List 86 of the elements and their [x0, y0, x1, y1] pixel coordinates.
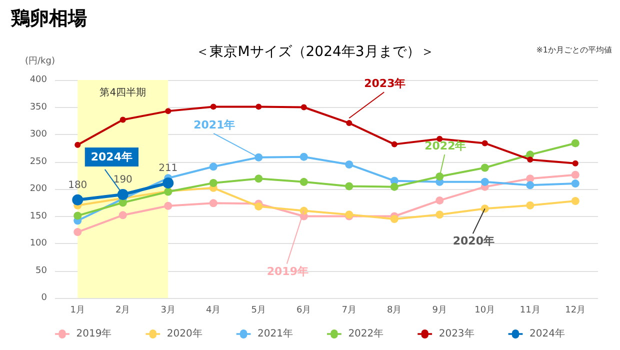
x-tick-label: 3月	[160, 306, 176, 316]
point	[254, 153, 263, 162]
y-axis-title: (円/kg)	[25, 56, 55, 66]
chart-subtitle: ＜東京Mサイズ（2024年3月まで）＞	[196, 44, 434, 60]
point	[390, 214, 398, 223]
point	[571, 139, 580, 148]
legend-label: 2020年	[166, 328, 202, 340]
annotation: 2023年	[364, 77, 406, 90]
y-tick-label: 300	[30, 130, 48, 140]
point	[480, 204, 489, 213]
data-label: 190	[113, 174, 132, 186]
x-tick-label: 5月	[251, 306, 266, 316]
chart-title: 鶏卵相場	[10, 8, 87, 30]
point	[164, 202, 172, 210]
legend-label: 2019年	[76, 328, 112, 340]
point	[345, 160, 354, 168]
x-tick-label: 6月	[296, 306, 312, 316]
y-tick-label: 100	[30, 238, 48, 248]
point	[118, 198, 127, 207]
x-tick-label: 9月	[432, 306, 447, 316]
point	[118, 211, 127, 220]
x-tick-label: 2月	[116, 306, 130, 316]
data-label: 211	[158, 163, 178, 174]
point	[74, 142, 81, 148]
point	[480, 178, 489, 186]
y-tick-label: 400	[30, 75, 48, 85]
legend-label: 2024年	[530, 328, 565, 340]
point	[526, 201, 534, 210]
point	[526, 174, 534, 183]
x-tick-label: 7月	[342, 306, 356, 316]
point	[165, 108, 172, 114]
legend-label: 2021年	[258, 328, 294, 340]
point	[254, 174, 263, 183]
point	[300, 104, 307, 110]
point	[209, 162, 218, 171]
point	[256, 104, 262, 110]
point	[391, 141, 398, 148]
x-tick-label: 8月	[387, 306, 402, 316]
annotation: 2022年	[424, 139, 466, 152]
point	[209, 199, 218, 208]
point	[571, 196, 580, 205]
annotation: 2019年	[266, 264, 308, 278]
y-tick-label: 0	[41, 293, 48, 303]
point	[300, 206, 308, 215]
point	[74, 212, 82, 220]
annotation: 2024年	[90, 150, 132, 164]
point	[300, 178, 308, 186]
point	[436, 196, 444, 204]
text: ※1か月ごとの平均値	[536, 46, 612, 54]
point	[254, 202, 263, 210]
x-tick-label: 12月	[565, 306, 586, 316]
legend-label: 2022年	[348, 328, 384, 340]
legend-label: 2023年	[438, 328, 474, 340]
y-tick-label: 150	[30, 211, 48, 222]
x-tick-label: 10月	[474, 306, 496, 316]
data-label: 180	[68, 180, 88, 191]
point	[300, 152, 308, 161]
point	[209, 179, 218, 188]
x-tick-label: 4月	[206, 306, 221, 316]
point	[74, 228, 82, 236]
x-tick-label: 11月	[520, 306, 540, 316]
x-tick-label: 1月	[70, 306, 85, 316]
point	[346, 120, 352, 126]
point	[436, 210, 444, 219]
y-tick-label: 350	[30, 102, 48, 112]
y-tick-label: 200	[30, 184, 48, 194]
point	[527, 156, 534, 163]
point	[526, 181, 534, 190]
point	[571, 170, 580, 179]
point	[345, 182, 354, 190]
point	[210, 104, 216, 110]
point	[572, 160, 578, 166]
y-tick-label: 250	[30, 156, 48, 167]
point	[480, 164, 489, 172]
annotation: 2021年	[194, 118, 236, 132]
point	[436, 172, 444, 180]
point	[72, 194, 84, 206]
point	[162, 178, 174, 188]
point	[120, 116, 126, 123]
point	[571, 180, 580, 188]
y-tick-label: 50	[36, 266, 48, 276]
point	[390, 182, 398, 191]
annotation: 2020年	[452, 234, 494, 248]
band-label: 第4四半期	[100, 86, 146, 98]
point	[482, 140, 488, 146]
point	[117, 188, 128, 200]
